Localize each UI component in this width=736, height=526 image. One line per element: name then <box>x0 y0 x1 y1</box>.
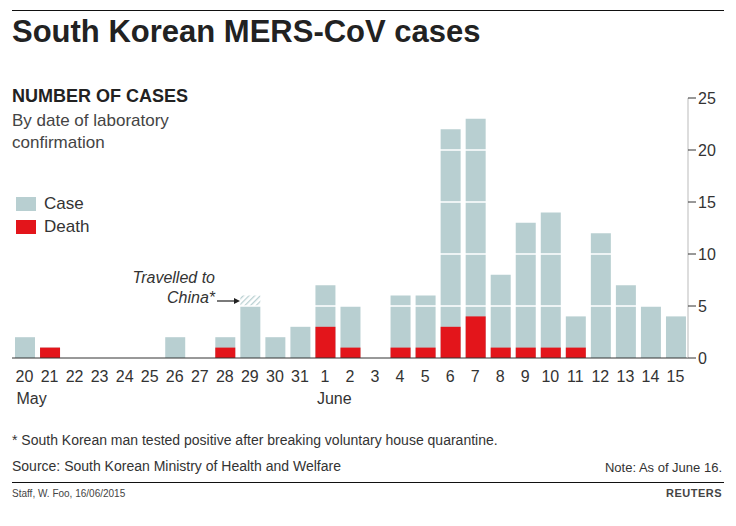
svg-text:26: 26 <box>166 368 184 385</box>
svg-text:23: 23 <box>91 368 109 385</box>
svg-text:14: 14 <box>642 368 660 385</box>
svg-text:10: 10 <box>698 246 716 263</box>
svg-text:15: 15 <box>698 194 716 211</box>
svg-text:31: 31 <box>291 368 309 385</box>
svg-text:10: 10 <box>541 368 559 385</box>
html-text:Staff, W. Foo, 16/06/2015: Staff, W. Foo, 16/06/2015 <box>12 488 126 499</box>
html-text:REUTERS: REUTERS <box>665 487 722 499</box>
svg-text:12: 12 <box>591 368 609 385</box>
svg-text:4: 4 <box>396 368 405 385</box>
svg-text:15: 15 <box>667 368 685 385</box>
svg-text:29: 29 <box>241 368 259 385</box>
svg-text:27: 27 <box>191 368 209 385</box>
svg-text:20: 20 <box>698 142 716 159</box>
html-text:NUMBER OF CASES: NUMBER OF CASES <box>12 86 188 106</box>
svg-text:2: 2 <box>346 368 355 385</box>
html-text:By date of laboratory confirma: By date of laboratory confirmation <box>12 111 169 152</box>
svg-text:28: 28 <box>216 368 234 385</box>
html-text:Case: Case <box>44 193 84 213</box>
svg-text:June: June <box>317 390 352 407</box>
svg-text:11: 11 <box>567 368 584 385</box>
svg-text:25: 25 <box>698 90 716 107</box>
svg-text:7: 7 <box>471 368 480 385</box>
svg-text:6: 6 <box>446 368 455 385</box>
svg-text:5: 5 <box>421 368 430 385</box>
html-text:Travelled to China*: Travelled to China* <box>132 269 215 306</box>
svg-text:May: May <box>17 390 47 407</box>
html-text:Death: Death <box>44 216 90 236</box>
html-text:* South Korean man tested posi: * South Korean man tested positive after… <box>12 432 498 448</box>
svg-text:13: 13 <box>617 368 635 385</box>
html-text:South Korean MERS-CoV cases: South Korean MERS-CoV cases <box>12 14 481 49</box>
svg-text:25: 25 <box>141 368 159 385</box>
svg-text:3: 3 <box>371 368 380 385</box>
svg-text:20: 20 <box>16 368 34 385</box>
svg-text:22: 22 <box>66 368 84 385</box>
svg-text:30: 30 <box>266 368 284 385</box>
svg-text:9: 9 <box>521 368 530 385</box>
html-text:Note: As of June 16.: Note: As of June 16. <box>604 460 722 475</box>
svg-text:5: 5 <box>698 298 707 315</box>
svg-text:8: 8 <box>496 368 505 385</box>
svg-text:0: 0 <box>698 350 707 367</box>
html-text:Source: South Korean Ministry: Source: South Korean Ministry of Health … <box>12 458 341 474</box>
svg-text:24: 24 <box>116 368 134 385</box>
svg-text:21: 21 <box>41 368 59 385</box>
svg-text:1: 1 <box>321 368 330 385</box>
